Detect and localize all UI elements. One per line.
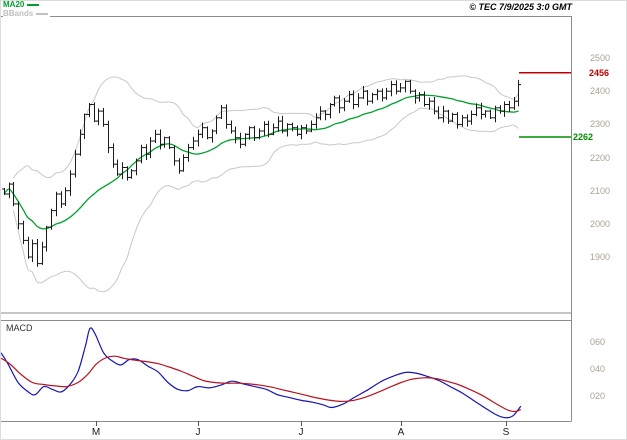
chart-legend: MA20 BBands [3, 0, 51, 19]
x-axis-month-label: M [91, 427, 101, 438]
price-axis-label: 2100 [590, 186, 611, 196]
price-axis-label: 2500 [590, 53, 611, 63]
price-axis-label: 2200 [590, 153, 611, 163]
bbands-legend-line [36, 13, 49, 15]
ma20-line [3, 94, 519, 230]
price-bars [2, 79, 521, 267]
x-axis-month-label: J [195, 427, 201, 438]
x-axis-month-label: J [298, 427, 304, 438]
price-axis-label: 1900 [590, 252, 611, 262]
legend-item-bbands: BBands [3, 9, 51, 18]
bollinger-upper-band-line [13, 75, 519, 179]
macd-axis-label: 040 [590, 364, 606, 374]
price-axis-label: 2000 [590, 219, 611, 229]
bbands-legend-label: BBands [3, 9, 34, 18]
x-axis-month-label: A [397, 427, 405, 438]
macd-axis-label: 020 [590, 391, 606, 401]
legend-item-ma20: MA20 [3, 0, 51, 9]
ma20-legend-label: MA20 [3, 0, 25, 9]
price-axis-label: 2300 [590, 119, 611, 129]
copyright-text: © TEC 7/9/2025 3:0 GMT [467, 2, 574, 12]
macd-axis-label: 060 [590, 337, 606, 347]
price-axis-label: 2400 [590, 86, 611, 96]
bollinger-lower-band-line [12, 107, 519, 293]
macd-line [1, 327, 522, 419]
resistance-price-label: 2456 [589, 68, 610, 78]
macd-panel-label: MACD [6, 323, 33, 333]
signal-line [1, 355, 522, 413]
x-axis-month-label: S [502, 427, 510, 438]
support-price-label: 2262 [573, 132, 594, 142]
ma20-legend-line [27, 4, 40, 6]
